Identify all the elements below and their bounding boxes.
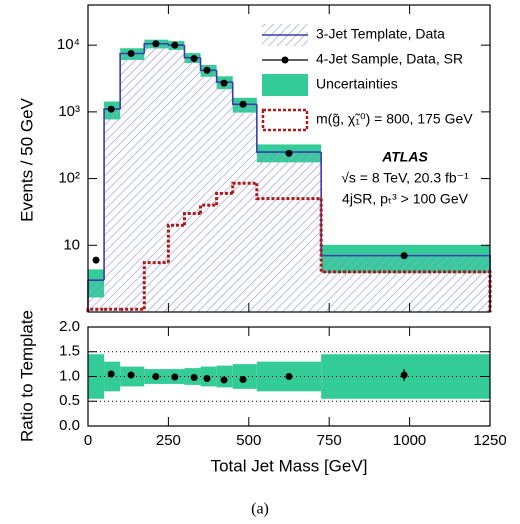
template-bar (88, 280, 105, 312)
annotation: √s = 8 TeV, 20.3 fb⁻¹ (341, 170, 469, 186)
legend-label: 3-Jet Template, Data (316, 26, 445, 42)
x-tick-label: 250 (156, 432, 181, 449)
caption: (a) (251, 501, 269, 518)
template-bar (200, 70, 217, 312)
data-point (203, 66, 211, 74)
signal-step (215, 191, 233, 206)
data-point (190, 373, 198, 381)
legend-swatch (261, 108, 309, 132)
data-point (171, 41, 179, 49)
template-outline (256, 104, 322, 153)
template-bar (168, 45, 185, 313)
data-point (127, 49, 135, 57)
template-bar (321, 255, 490, 312)
data-point (152, 373, 160, 380)
template-bar (216, 82, 233, 312)
x-axis-label: Total Jet Mass [GeV] (211, 456, 368, 475)
y-tick-label: 10³ (58, 103, 80, 120)
y-tick-label: 0.0 (59, 417, 80, 434)
data-point (400, 371, 408, 379)
template-bar (104, 109, 121, 312)
signal-step (182, 211, 201, 226)
y-tick-label: 10⁴ (57, 36, 80, 53)
data-point (239, 100, 247, 108)
data-point (203, 374, 211, 382)
data-point (400, 252, 408, 260)
annotation: 4jSR, pₜ³ > 100 GeV (342, 191, 469, 207)
data-point (92, 256, 100, 264)
y-axis-label: Ratio to Template (17, 310, 36, 442)
template-outline (167, 43, 185, 46)
signal-step (142, 261, 169, 310)
x-tick-label: 0 (84, 432, 92, 449)
plot-frame (87, 4, 491, 313)
legend-label: 4-Jet Sample, Data, SR (316, 51, 463, 67)
data-point (127, 371, 135, 379)
template-outline (119, 52, 145, 110)
data-point (107, 105, 115, 113)
data-point (285, 373, 293, 380)
x-tick-label: 1250 (473, 432, 506, 449)
template-bar (184, 57, 201, 312)
x-tick-label: 1000 (393, 432, 426, 449)
legend-swatch (262, 74, 308, 96)
data-point (107, 370, 115, 378)
template-bar (232, 104, 257, 313)
y-axis-label: Events / 50 GeV (17, 97, 36, 221)
template-bar (120, 53, 145, 312)
signal-step (166, 223, 185, 263)
y-tick-label: 0.5 (59, 392, 80, 409)
y-tick-label: 10² (58, 170, 80, 187)
signal-step (255, 183, 322, 201)
y-tick-label: 1.5 (59, 343, 80, 360)
legend-label: Uncertainties (316, 76, 398, 92)
y-tick-label: 10 (63, 236, 80, 253)
template-outline (231, 82, 257, 106)
data-point (190, 55, 198, 63)
template-outline (199, 57, 217, 72)
template-outline (103, 108, 121, 281)
data-point (285, 149, 293, 157)
annotation: ATLAS (381, 149, 428, 165)
legend-swatch (281, 56, 289, 64)
template-bar (144, 43, 169, 312)
data-point (220, 376, 228, 384)
y-tick-label: 1.0 (59, 367, 80, 384)
signal-step (231, 181, 257, 194)
y-tick-label: 2.0 (59, 318, 80, 335)
x-tick-label: 750 (317, 432, 342, 449)
data-point (152, 40, 160, 48)
x-tick-label: 500 (236, 432, 261, 449)
data-point (171, 373, 179, 381)
data-point (239, 375, 247, 383)
signal-step (199, 203, 217, 214)
template-bar (256, 152, 322, 312)
legend-label: m(g̃, χ̃₁⁰) = 800, 175 GeV (316, 111, 473, 127)
data-point (220, 79, 228, 87)
template-outline (143, 42, 169, 54)
